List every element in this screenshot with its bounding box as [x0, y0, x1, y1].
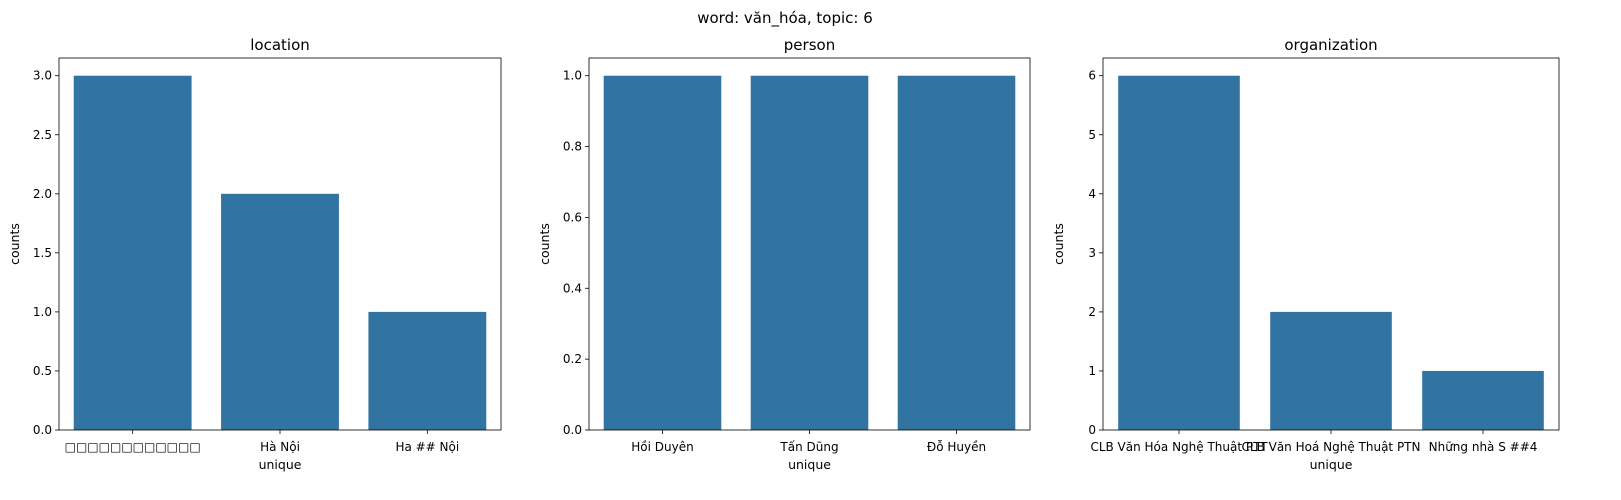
y-tick-label: 1.5 [33, 246, 52, 260]
y-tick-label: 1.0 [33, 305, 52, 319]
y-tick-label: 0.0 [33, 423, 52, 437]
bar-3 [897, 75, 1016, 430]
y-tick-label: 0.0 [563, 423, 582, 437]
y-tick-label: 2 [1088, 305, 1096, 319]
bar-3 [368, 311, 487, 430]
x-tick-label: Tấn Dũng [779, 440, 838, 454]
subplot-location: 0.0 0.5 1.0 1.5 2.0 2.5 3.0 □□□□□□□□□□□□ Hà Nội H… [7, 36, 502, 472]
subplots: 0.0 0.5 1.0 1.5 2.0 2.5 3.0 □□□□□□□□□□□□ Hà Nội H… [7, 36, 1560, 472]
subplot-title: location [250, 36, 310, 54]
y-tick-label: 0 [1088, 423, 1096, 437]
subplot-title: person [784, 36, 835, 54]
x-tick-label: □□□□□□□□□□□□ [65, 440, 201, 454]
x-tick-label: CLB Văn Hóa Nghệ Thuật PTT [1090, 440, 1268, 454]
bar-1 [603, 75, 722, 430]
x-axis-label: unique [788, 457, 831, 472]
y-tick-label: 1.0 [563, 69, 582, 83]
x-tick-label: Hồi Duyên [631, 440, 693, 454]
bar-2 [750, 75, 869, 430]
y-tick-label: 4 [1088, 187, 1096, 201]
y-tick-label: 2.0 [33, 187, 52, 201]
figure-suptitle: word: văn_hóa, topic: 6 [697, 9, 873, 28]
y-tick-label: 3.0 [33, 69, 52, 83]
y-tick-label: 3 [1088, 246, 1096, 260]
y-tick-label: 1 [1088, 364, 1096, 378]
x-axis-label: unique [1310, 457, 1353, 472]
y-tick-label: 0.4 [563, 281, 582, 295]
y-tick-label: 0.5 [33, 364, 52, 378]
bar-1 [1118, 75, 1240, 430]
y-tick-label: 6 [1088, 69, 1096, 83]
x-axis-label: unique [259, 457, 302, 472]
y-tick-label: 0.2 [563, 352, 582, 366]
x-tick-label: Hà Nội [260, 440, 300, 454]
y-tick-label: 0.6 [563, 210, 582, 224]
x-tick-label: Ha ## Nội [395, 440, 459, 454]
y-tick-label: 5 [1088, 128, 1096, 142]
x-tick-label: Những nhà S ##4 [1429, 440, 1538, 454]
y-tick-label: 2.5 [33, 128, 52, 142]
bar-2 [1270, 311, 1392, 430]
bar-2 [221, 193, 339, 430]
y-axis-label: counts [7, 223, 22, 265]
bar-3 [1422, 370, 1544, 430]
y-tick-label: 0.8 [563, 140, 582, 154]
x-tick-label: CLB Văn Hoá Nghệ Thuật PTN [1242, 440, 1421, 454]
y-axis-label: counts [537, 223, 552, 265]
y-axis-label: counts [1051, 223, 1066, 265]
subplot-person: 0.0 0.2 0.4 0.6 0.8 1.0 Hồi Duyên Tấn Dũng Đỗ Hu… [537, 36, 1031, 472]
bar-1 [73, 75, 192, 430]
x-tick-label: Đỗ Huyền [927, 440, 986, 454]
subplot-title: organization [1284, 36, 1377, 54]
